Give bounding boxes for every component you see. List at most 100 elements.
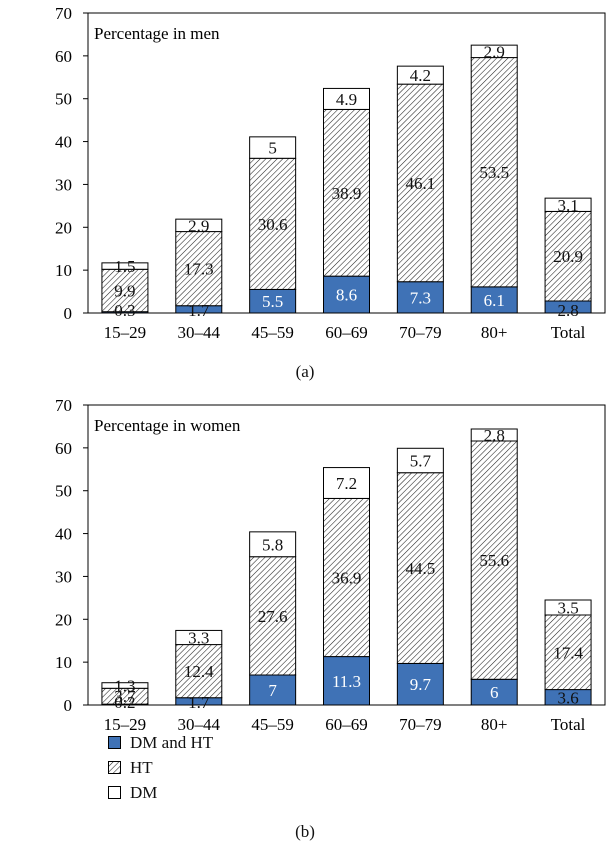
y-tick-label: 10	[55, 653, 72, 672]
bar-segment-dm	[101, 682, 149, 689]
chart-women: 0 10 20 30 40 50 60 70 Percentage in women 0.23.7…	[55, 396, 606, 734]
x-tick-label: Total	[551, 715, 586, 734]
chart-men: 0 10 20 30 40 50 60 70 Percentage in men 0.39.9 1.…	[55, 4, 606, 342]
x-tick-label: 30–44	[178, 323, 221, 342]
data-label: 7.3	[410, 288, 431, 307]
data-label: 38.9	[332, 184, 362, 203]
bar-segment-dm	[396, 65, 444, 85]
data-label: 0.3	[114, 301, 135, 320]
data-label: 3.7	[114, 687, 136, 706]
y-tick-label: 70	[55, 396, 72, 415]
data-label: 1.7	[188, 693, 210, 712]
bar-segment-dm-and-ht	[470, 678, 518, 706]
data-label: 20.9	[553, 247, 583, 266]
data-label: 27.6	[258, 607, 288, 626]
x-tick-label: 60–69	[325, 323, 368, 342]
y-tick-label: 40	[55, 133, 72, 152]
x-tick-label: 45–59	[251, 715, 294, 734]
data-label: 5.7	[410, 452, 432, 471]
y-tick-label: 40	[55, 525, 72, 544]
data-label: 17.4	[553, 643, 583, 662]
data-label: 5	[268, 139, 277, 158]
bar-segment-dm	[323, 467, 370, 499]
bar-segment-dm-and-ht	[470, 286, 518, 314]
bar-segment-dm-and-ht	[323, 656, 370, 706]
legend-label-dm: DM	[130, 783, 158, 802]
y-tick-label: 60	[55, 47, 72, 66]
bar-segment-dm	[249, 136, 297, 159]
bar-segment-dm	[323, 87, 370, 110]
data-label: 1.5	[114, 257, 135, 276]
y-tick-label: 0	[64, 304, 73, 323]
data-label: 11.3	[332, 672, 361, 691]
bar-segment-ht	[470, 57, 518, 288]
bar-segment-dm-and-ht	[249, 674, 297, 706]
data-label: 1.3	[114, 677, 135, 696]
data-label: 46.1	[405, 174, 435, 193]
data-label: 0.2	[114, 693, 135, 712]
y-tick-label: 20	[55, 218, 72, 237]
data-label: 3.1	[557, 196, 578, 215]
data-label: 1.7	[188, 301, 210, 320]
data-label: 2.9	[188, 216, 209, 235]
data-label: 44.5	[405, 559, 435, 578]
x-tick-label: 15–29	[104, 715, 147, 734]
x-tick-label: 80+	[481, 323, 508, 342]
x-tick-label: 45–59	[251, 323, 294, 342]
bar-segment-dm	[544, 599, 592, 616]
data-label: 4.2	[410, 66, 431, 85]
data-label: 9.7	[410, 675, 432, 694]
legend-item-dm: DM	[108, 780, 213, 805]
data-label: 8.6	[336, 286, 357, 305]
legend-label-dm-and-ht: DM and HT	[130, 733, 214, 752]
bar-segment-ht	[175, 231, 223, 307]
y-tick-label: 0	[64, 696, 73, 715]
bar-segment-ht	[101, 268, 149, 313]
bar-segment-ht	[175, 644, 223, 699]
legend-item-ht: HT	[108, 755, 213, 780]
data-label: 9.9	[114, 282, 135, 301]
x-tick-label: 80+	[481, 715, 508, 734]
x-tick-label: 70–79	[399, 715, 442, 734]
panel-title: Percentage in women	[94, 416, 241, 435]
legend-label-ht: HT	[130, 758, 153, 777]
x-tick-label: 70–79	[399, 323, 442, 342]
bar-segment-dm	[396, 447, 444, 474]
data-label: 53.5	[479, 163, 509, 182]
bar-segment-dm-and-ht	[323, 275, 370, 314]
bar-segment-ht	[544, 614, 592, 691]
y-tick-label: 70	[55, 4, 72, 23]
data-label: 7	[268, 681, 277, 700]
data-label: 55.6	[479, 551, 509, 570]
data-label: 12.4	[184, 662, 214, 681]
x-tick-label: 30–44	[178, 715, 221, 734]
bar-segment-ht	[544, 210, 592, 302]
bar-segment-dm	[101, 262, 149, 270]
bar-segment-dm	[544, 197, 592, 212]
legend-swatch-hatch	[108, 761, 121, 774]
data-label: 4.9	[336, 90, 357, 109]
legend-swatch-solid	[108, 736, 121, 749]
data-label: 2.9	[484, 42, 505, 61]
data-label: 3.5	[557, 599, 578, 618]
bar-segment-dm	[175, 218, 223, 233]
x-tick-label: Total	[551, 323, 586, 342]
legend-item-dm-and-ht: DM and HT	[108, 730, 213, 755]
x-tick-label: 60–69	[325, 715, 368, 734]
y-tick-label: 60	[55, 439, 72, 458]
legend-swatch-empty	[108, 786, 121, 799]
data-label: 17.3	[184, 260, 214, 279]
y-tick-label: 50	[55, 90, 72, 109]
y-tick-label: 10	[55, 261, 72, 280]
data-label: 3.3	[188, 629, 209, 648]
bar-segment-ht	[323, 108, 370, 277]
bar-segment-dm	[470, 428, 518, 442]
bar-segment-dm-and-ht	[396, 662, 444, 706]
data-label: 5.8	[262, 535, 283, 554]
bar-segment-ht	[323, 497, 370, 658]
bar-segment-dm	[175, 629, 223, 646]
caption-b: (b)	[295, 822, 315, 841]
data-label: 36.9	[332, 569, 362, 588]
data-label: 7.2	[336, 474, 357, 493]
